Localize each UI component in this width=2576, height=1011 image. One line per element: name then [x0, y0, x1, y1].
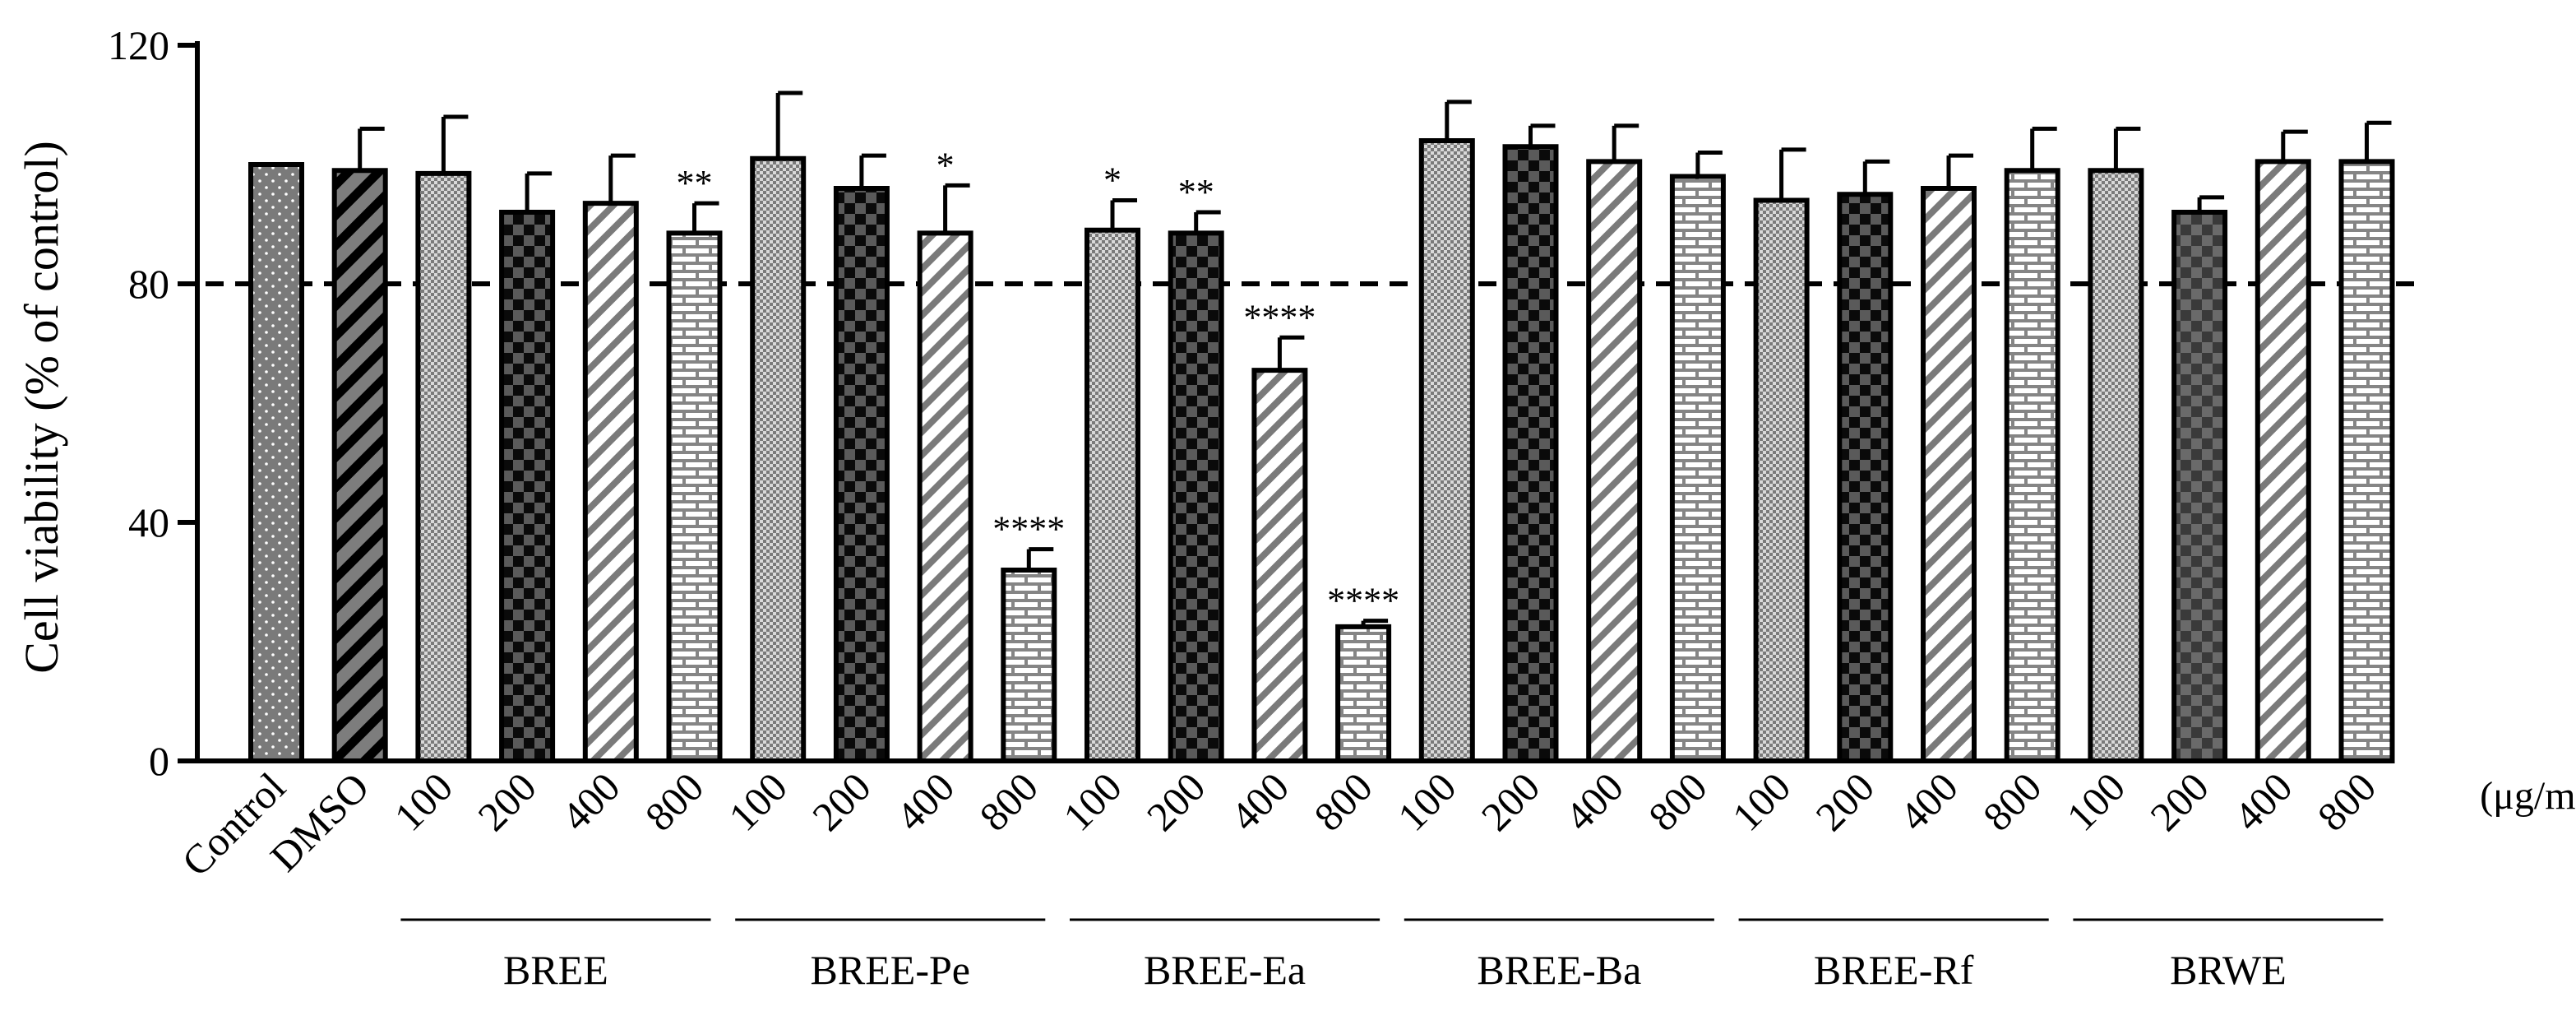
- bar: [582, 201, 639, 763]
- x-tick-label: 200: [1806, 763, 1883, 840]
- x-tick-label: 400: [1890, 763, 1967, 840]
- x-tick-label: 100: [386, 763, 462, 840]
- x-tick-label: 100: [1054, 763, 1131, 840]
- bar: [1669, 174, 1726, 763]
- bar: [750, 155, 807, 763]
- x-tick-label: 400: [2225, 763, 2301, 840]
- x-tick-label: 800: [1305, 763, 1381, 840]
- bar: [2338, 159, 2395, 763]
- bar: [1251, 368, 1308, 763]
- x-tick-label: 200: [803, 763, 880, 840]
- group-label: BREE-Rf: [1814, 947, 1974, 993]
- group-label: BREE-Ba: [1477, 947, 1641, 993]
- group-label: BREE-Ea: [1144, 947, 1306, 993]
- bar: [666, 230, 723, 763]
- x-tick-label: 100: [1389, 763, 1465, 840]
- x-tick-label: 800: [2309, 763, 2385, 840]
- significance-marker: ****: [1243, 297, 1316, 337]
- y-tick-label: 80: [128, 261, 169, 307]
- bar: [248, 162, 304, 763]
- significance-marker: ****: [992, 509, 1065, 550]
- bar: [1502, 144, 1559, 763]
- bar: [1837, 192, 1894, 763]
- x-tick-label: 100: [1723, 763, 1800, 840]
- bar: [1001, 568, 1057, 763]
- x-tick-label: 800: [1974, 763, 2051, 840]
- x-tick-label: 800: [1639, 763, 1716, 840]
- y-tick-label: 0: [149, 738, 169, 784]
- x-tick-label: 400: [553, 763, 629, 840]
- bar: [833, 186, 890, 763]
- significance-marker: ****: [1327, 581, 1399, 621]
- bar: [499, 210, 556, 763]
- y-tick-label: 120: [108, 22, 169, 68]
- group-label: BRWE: [2170, 947, 2287, 993]
- significance-marker: **: [677, 163, 713, 203]
- bar: [331, 168, 388, 763]
- significance-marker: *: [937, 145, 955, 185]
- x-tick-label: 100: [2058, 763, 2134, 840]
- bar: [1085, 227, 1140, 763]
- x-tick-label: 400: [1556, 763, 1632, 840]
- significance-marker: **: [1178, 172, 1214, 212]
- bar: [2255, 159, 2311, 763]
- x-tick-label: 100: [719, 763, 796, 840]
- group-label: BREE: [503, 947, 608, 993]
- x-tick-label: 200: [1473, 763, 1549, 840]
- x-tick-label: 800: [970, 763, 1047, 840]
- x-tick-label: 800: [636, 763, 713, 840]
- bar: [415, 170, 472, 763]
- bar: [1921, 186, 1977, 763]
- bar: [1586, 159, 1643, 763]
- bar: [1753, 197, 1810, 763]
- x-tick-label: 400: [887, 763, 964, 840]
- x-tick-label: Control: [173, 763, 294, 885]
- x-tick-label: 200: [2141, 763, 2218, 840]
- group-label: BREE-Pe: [811, 947, 970, 993]
- bar: [2004, 168, 2060, 763]
- bar: [1168, 230, 1224, 763]
- x-tick-label: 200: [469, 763, 545, 840]
- y-tick-label: 40: [128, 499, 169, 545]
- x-tick-label: 200: [1138, 763, 1214, 840]
- bar: [2088, 168, 2144, 763]
- y-axis-label: Cell viability (% of control): [15, 141, 68, 674]
- unit-label: (μg/mL): [2480, 774, 2576, 818]
- bar: [2171, 210, 2228, 763]
- bar: [917, 230, 974, 763]
- x-tick-label: 400: [1222, 763, 1298, 840]
- bar: [1335, 624, 1392, 763]
- bars-layer: [248, 90, 2395, 763]
- bar: [1418, 138, 1475, 763]
- axes-layer: [178, 41, 2389, 763]
- significance-marker: *: [1103, 160, 1122, 201]
